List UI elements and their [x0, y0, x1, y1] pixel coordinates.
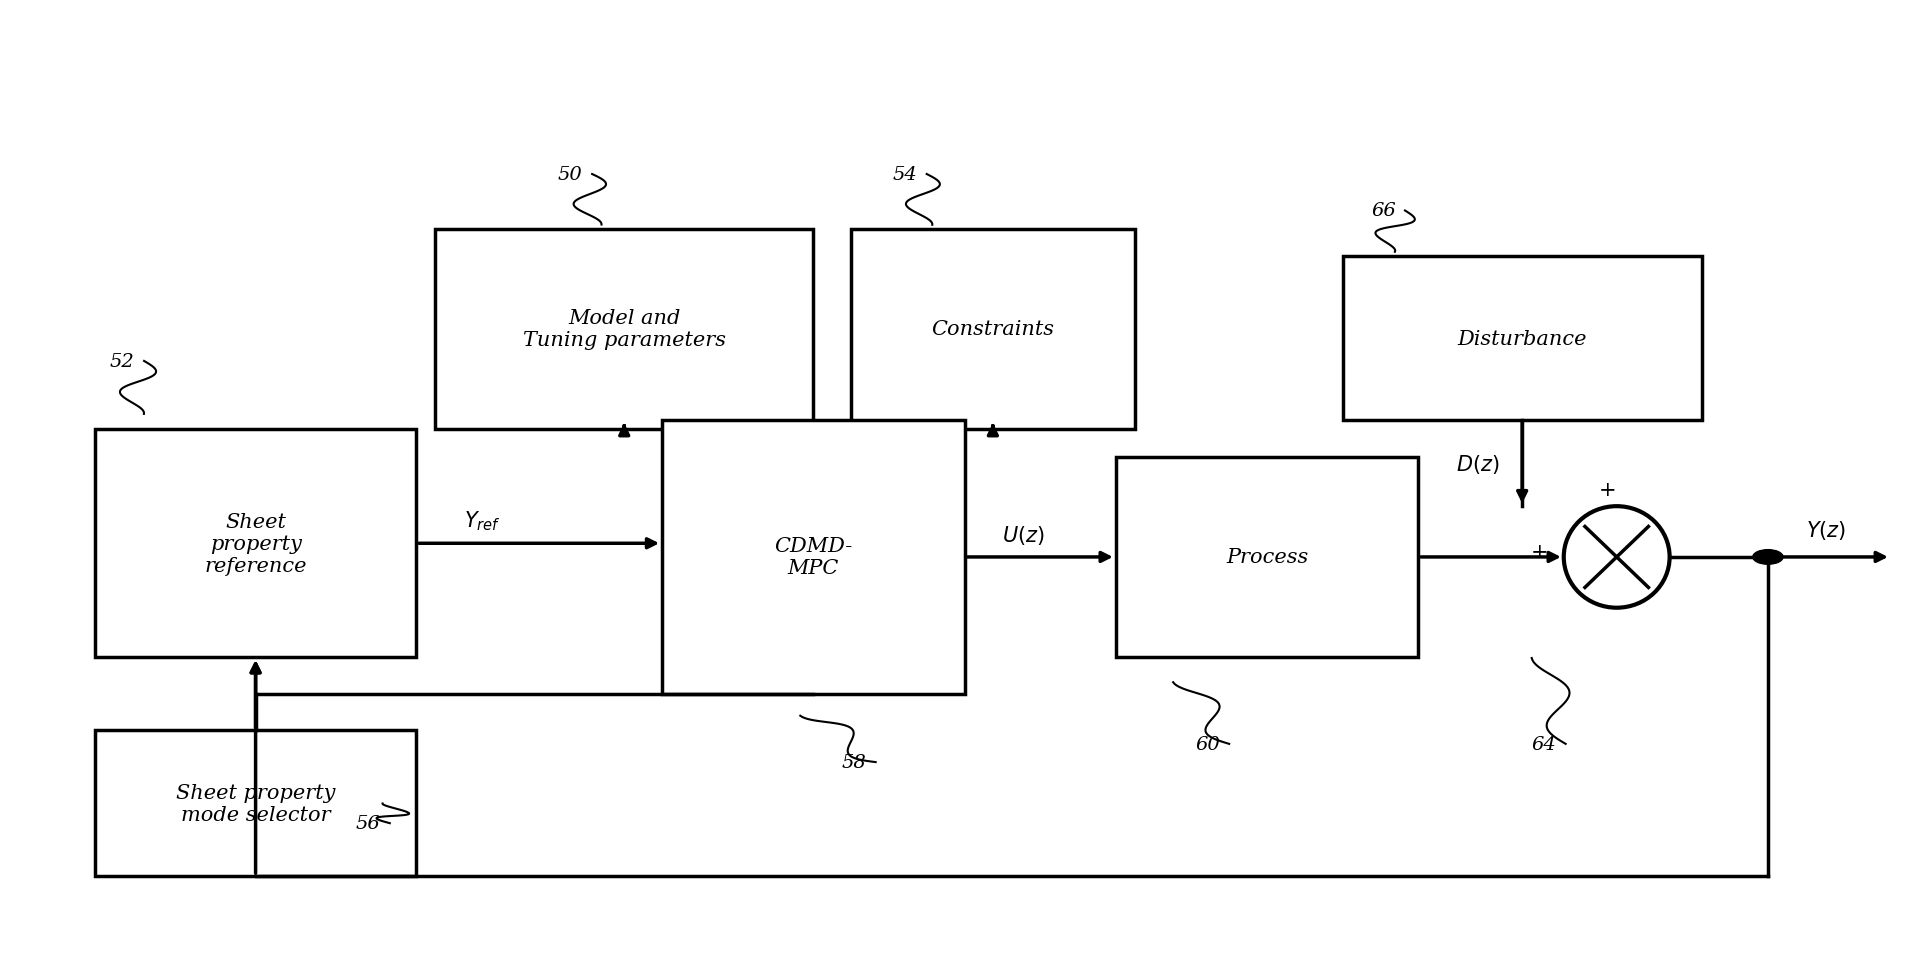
Bar	[436, 230, 814, 430]
Bar	[1115, 457, 1418, 658]
Bar	[851, 230, 1134, 430]
Text: Process: Process	[1225, 547, 1308, 567]
Circle shape	[1753, 550, 1782, 565]
Bar	[1343, 257, 1701, 421]
Text: 54: 54	[893, 166, 918, 184]
Bar	[95, 731, 417, 876]
Text: 56: 56	[355, 814, 380, 832]
Text: 66: 66	[1372, 203, 1397, 220]
Bar	[662, 421, 964, 694]
Text: +: +	[1599, 481, 1617, 499]
Text: $Y(z)$: $Y(z)$	[1806, 518, 1846, 541]
Bar	[95, 430, 417, 658]
Text: $D(z)$: $D(z)$	[1456, 453, 1499, 475]
Text: 64: 64	[1532, 735, 1557, 753]
Text: +: +	[1532, 543, 1549, 561]
Text: $U(z)$: $U(z)$	[1003, 523, 1046, 547]
Text: Sheet
property
reference: Sheet property reference	[204, 513, 307, 576]
Text: CDMD-
MPC: CDMD- MPC	[774, 537, 853, 578]
Text: Sheet property
mode selector: Sheet property mode selector	[176, 783, 336, 824]
Text: Disturbance: Disturbance	[1458, 329, 1588, 348]
Text: Model and
Tuning parameters: Model and Tuning parameters	[523, 309, 725, 350]
Text: $Y_{ref}$: $Y_{ref}$	[463, 509, 500, 533]
Text: 52: 52	[110, 353, 135, 370]
Text: 60: 60	[1196, 735, 1219, 753]
Text: 58: 58	[841, 753, 866, 771]
Text: Constraints: Constraints	[932, 320, 1055, 339]
Text: 50: 50	[557, 166, 583, 184]
